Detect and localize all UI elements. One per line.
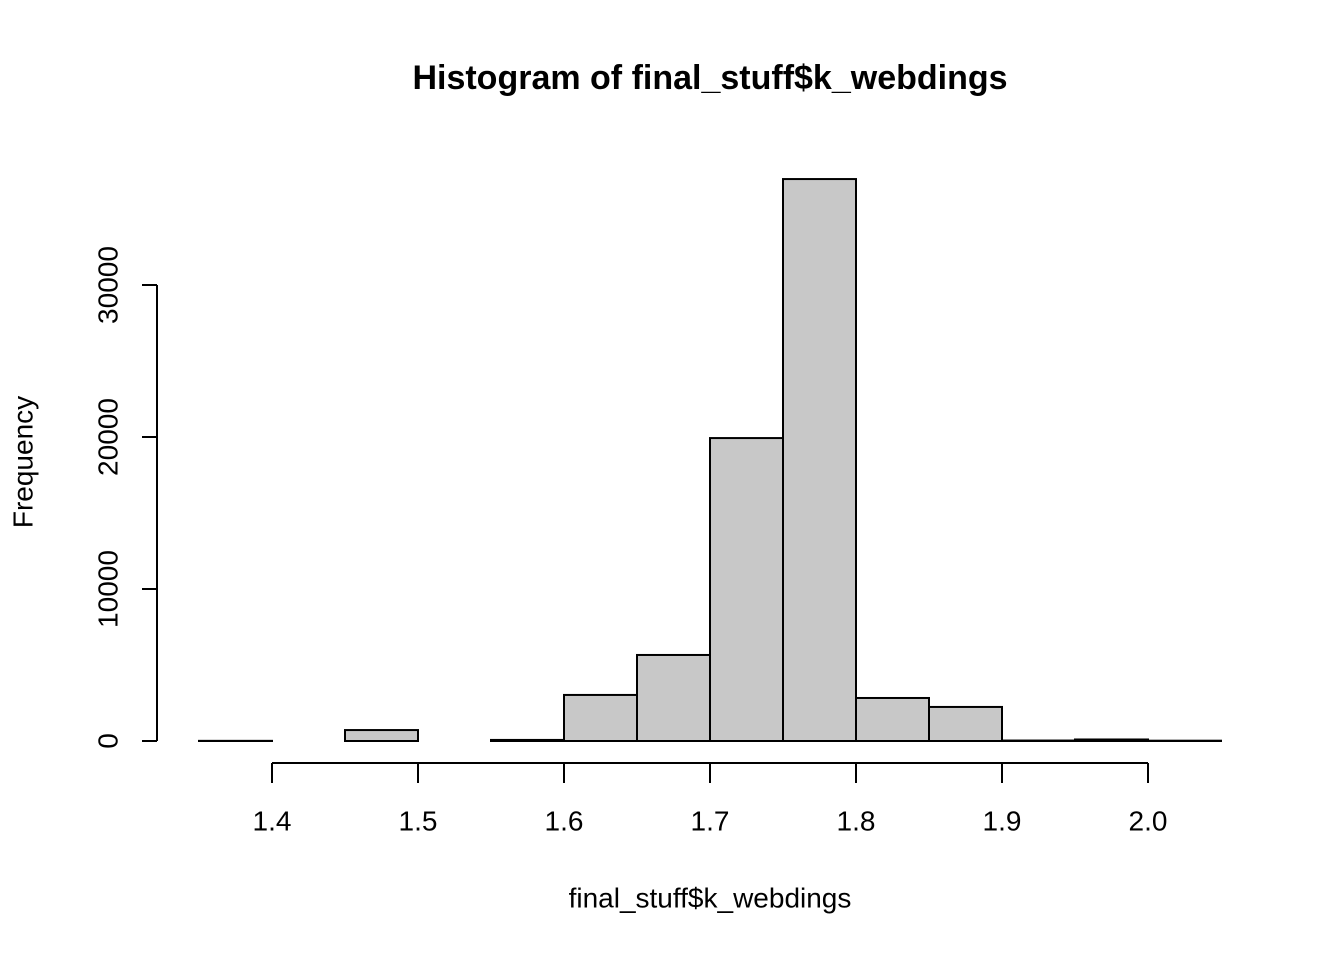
bar — [855, 696, 930, 743]
bar — [782, 178, 857, 742]
x-tick-label: 1.7 — [691, 805, 730, 836]
x-axis-label: final_stuff$k_webdings — [569, 882, 852, 913]
y-tick-label: 30000 — [92, 246, 123, 324]
x-tick-label: 1.5 — [399, 805, 438, 836]
y-tick-label: 20000 — [92, 398, 123, 476]
chart-title: Histogram of final_stuff$k_webdings — [412, 59, 1007, 97]
bar — [636, 653, 711, 743]
bar — [1074, 738, 1149, 742]
y-tick-label: 10000 — [92, 550, 123, 628]
x-tick-label: 1.4 — [253, 805, 292, 836]
x-tick-label: 2.0 — [1129, 805, 1168, 836]
bar — [563, 693, 638, 742]
x-tick-label: 1.6 — [545, 805, 584, 836]
bar — [709, 437, 784, 742]
bar — [344, 729, 419, 743]
y-axis-label: Frequency — [7, 396, 38, 528]
x-tick-label: 1.9 — [983, 805, 1022, 836]
bar — [928, 705, 1003, 743]
y-tick-label: 0 — [92, 733, 123, 749]
x-tick-label: 1.8 — [837, 805, 876, 836]
bar — [490, 738, 565, 742]
